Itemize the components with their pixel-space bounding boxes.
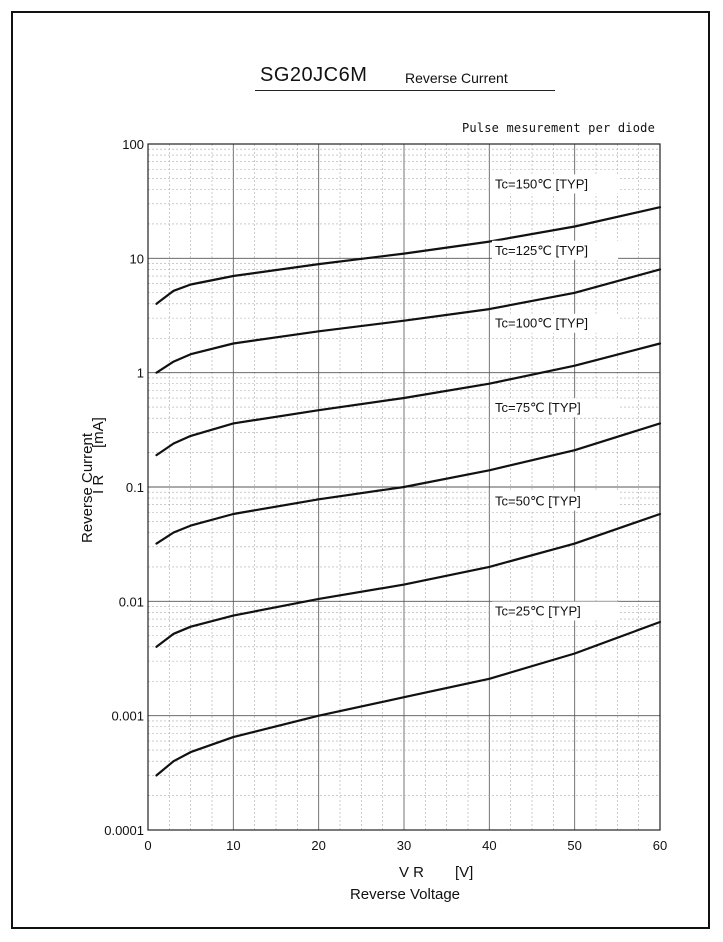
series-label: Tc=125℃ [TYP] bbox=[495, 243, 588, 258]
x-tick-label: 0 bbox=[144, 838, 151, 853]
series-label: Tc=100℃ [TYP] bbox=[495, 316, 588, 331]
series-label-bg bbox=[492, 313, 618, 333]
series-label-bg bbox=[492, 174, 618, 194]
series-label-bg bbox=[492, 491, 618, 511]
y-axis-unit: [mA] bbox=[90, 417, 107, 448]
series-line bbox=[155, 620, 662, 777]
y-axis-title: Reverse Current bbox=[79, 432, 96, 543]
x-tick-label: 40 bbox=[482, 838, 496, 853]
y-axis-label-group: I R [mA] Reverse Current bbox=[79, 417, 107, 543]
page-frame bbox=[11, 11, 710, 929]
series-label-bg bbox=[492, 398, 618, 418]
y-tick-label: 1 bbox=[137, 366, 144, 381]
x-tick-label: 30 bbox=[397, 838, 411, 853]
y-tick-label: 0.001 bbox=[111, 709, 144, 724]
chart-title: SG20JC6M bbox=[260, 64, 368, 86]
x-axis-title: Reverse Voltage bbox=[350, 886, 460, 903]
series-label: Tc=150℃ [TYP] bbox=[495, 176, 588, 191]
x-tick-label: 50 bbox=[567, 838, 581, 853]
y-tick-label: 0.0001 bbox=[104, 823, 144, 838]
series-labels: Tc=150℃ [TYP] Tc=125℃ [TYP] Tc=100℃ [TYP] T… bbox=[492, 174, 618, 621]
x-axis-unit: [V] bbox=[455, 864, 473, 881]
x-tick-label: 10 bbox=[226, 838, 240, 853]
axes: 0 10 20 30 40 50 60 0.0001 0.001 0.01 0.1 1 10 100 bbox=[104, 137, 667, 853]
chart-subtitle: Reverse Current bbox=[405, 70, 508, 86]
measurement-note: Pulse mesurement per diode bbox=[461, 121, 655, 135]
plot-frame bbox=[147, 143, 661, 831]
series-line bbox=[155, 342, 662, 457]
series-line bbox=[155, 422, 662, 545]
series-line bbox=[155, 268, 662, 374]
series-lines bbox=[155, 206, 662, 777]
series-label: Tc=25℃ [TYP] bbox=[495, 603, 581, 618]
y-axis-symbol: I R bbox=[90, 475, 107, 494]
y-tick-label: 0.1 bbox=[126, 480, 144, 495]
title-block: SG20JC6M Reverse Current bbox=[255, 62, 555, 91]
y-tick-label: 10 bbox=[130, 251, 144, 266]
series-label: Tc=75℃ [TYP] bbox=[495, 400, 581, 415]
x-tick-label: 20 bbox=[311, 838, 325, 853]
y-tick-label: 100 bbox=[122, 137, 144, 152]
series-line bbox=[155, 206, 662, 305]
x-axis-symbol: V R bbox=[399, 864, 424, 881]
series-label: Tc=50℃ [TYP] bbox=[495, 494, 581, 509]
x-tick-label: 60 bbox=[653, 838, 667, 853]
series-label-bg bbox=[492, 601, 618, 621]
series-label-bg bbox=[492, 240, 618, 260]
y-tick-label: 0.01 bbox=[119, 594, 144, 609]
series-line bbox=[155, 512, 662, 648]
